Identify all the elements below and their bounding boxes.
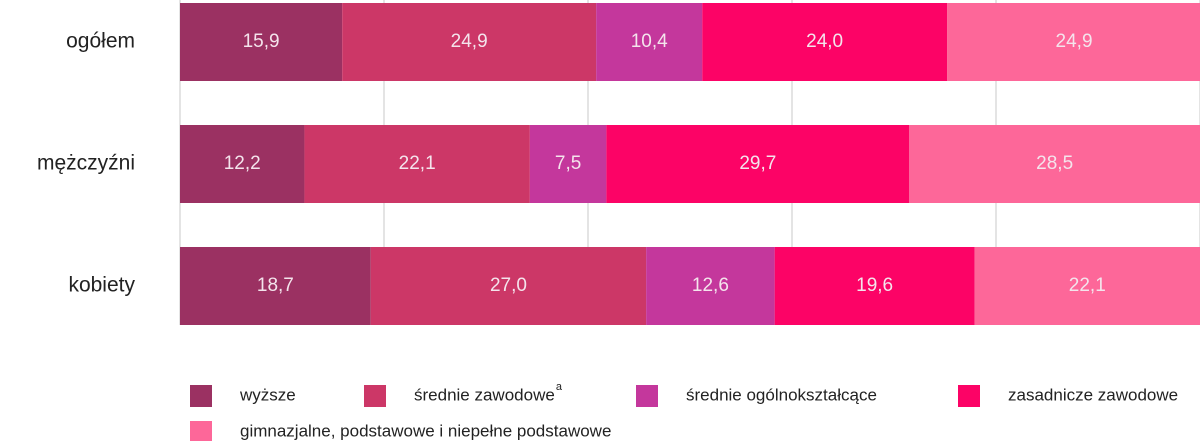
bar-segment [304,125,530,203]
value-label: 28,5 [1036,153,1073,174]
legend-superscript: a [556,381,563,393]
value-label: 18,7 [257,275,294,296]
value-label: 22,1 [399,153,436,174]
legend-label: średnie ogólnokształcące [686,385,877,404]
bar-segment [646,247,775,325]
value-label: 24,9 [451,31,488,52]
bar-segment [370,247,647,325]
legend-swatch [958,385,980,407]
legend-label: zasadnicze zawodowe [1008,385,1178,404]
value-label: 12,2 [224,153,261,174]
bar-segment [947,3,1200,81]
bar-segment [606,125,910,203]
legend-label: gimnazjalne, podstawowe i niepełne podst… [240,421,611,440]
bar-segment [180,3,343,81]
legend-label: wyższe [239,385,296,404]
legend-swatch [190,421,212,441]
bar-segment [342,3,597,81]
bar-segment [180,247,371,325]
bar-segment [529,125,607,203]
bar-segment [596,3,703,81]
value-label: 19,6 [856,275,893,296]
value-label: 24,9 [1056,31,1093,52]
value-label: 12,6 [692,275,729,296]
legend-label: średnie zawodowe [414,385,555,404]
bar-segment [974,247,1200,325]
category-label: kobiety [68,274,135,297]
legend-swatch [364,385,386,407]
value-label: 7,5 [555,153,581,174]
bar-segment [180,125,305,203]
value-label: 10,4 [631,31,668,52]
bar-segment [909,125,1200,203]
value-label: 29,7 [739,153,776,174]
legend-swatch [636,385,658,407]
legend-swatch [190,385,212,407]
value-label: 27,0 [490,275,527,296]
value-label: 15,9 [243,31,280,52]
value-label: 22,1 [1069,275,1106,296]
bar-segment [774,247,975,325]
value-label: 24,0 [806,31,843,52]
category-label: mężczyźni [37,152,135,175]
category-label: ogółem [66,30,135,53]
bar-segment [702,3,948,81]
